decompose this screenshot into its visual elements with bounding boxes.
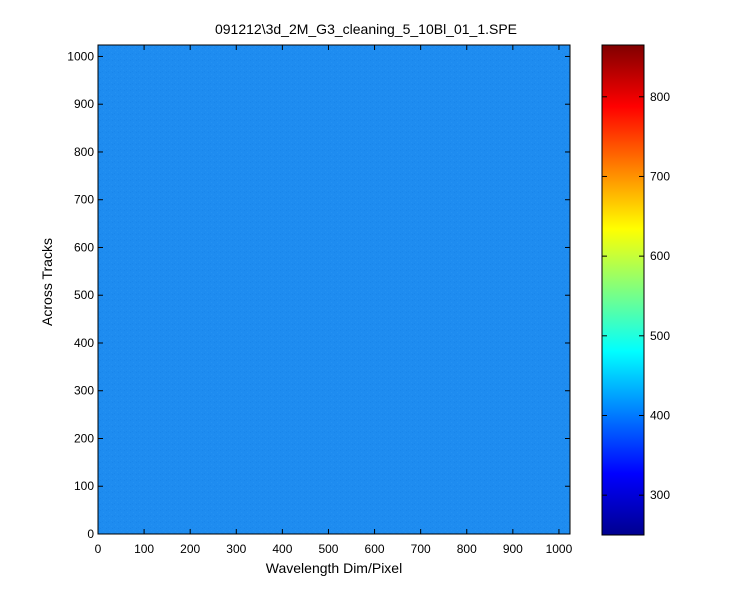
y-axis-ticks: 0 100 200 300 400 500 600 700 800 900 1000 [67,49,570,541]
x-tick-label: 1000 [546,542,573,556]
x-tick-label: 200 [180,542,200,556]
colorbar-gradient [602,45,644,535]
y-tick-label: 400 [74,336,94,350]
heatmap-noise [98,45,570,534]
y-tick-label: 0 [87,527,94,541]
y-tick-label: 1000 [67,49,94,63]
x-tick-label: 300 [226,542,246,556]
y-tick-label: 900 [74,97,94,111]
x-tick-label: 100 [134,542,154,556]
colorbar-tick-label: 800 [650,90,670,104]
colorbar-tick-label: 500 [650,329,670,343]
colorbar-tick-label: 400 [650,408,670,422]
colorbar: 300 400 500 600 700 800 [601,44,670,536]
colorbar-ticks: 300 400 500 600 700 800 [602,90,670,502]
x-axis-ticks: 0 100 200 300 400 500 600 700 800 900 1000 [95,45,573,556]
plot-area [97,44,571,535]
y-axis-label: Across Tracks [39,238,55,326]
plot-frame [97,44,571,535]
colorbar-tick-label: 600 [650,249,670,263]
colorbar-frame [601,44,645,536]
x-tick-label: 0 [95,542,102,556]
y-tick-label: 100 [74,479,94,493]
y-tick-label: 600 [74,240,94,254]
x-tick-label: 600 [365,542,385,556]
y-tick-label: 200 [74,431,94,445]
x-tick-label: 800 [457,542,477,556]
y-tick-label: 700 [74,193,94,207]
x-tick-label: 500 [318,542,338,556]
x-tick-label: 400 [272,542,292,556]
y-tick-label: 300 [74,384,94,398]
chart-title: 091212\3d_2M_G3_cleaning_5_10Bl_01_1.SPE [215,21,517,37]
x-axis-label: Wavelength Dim/Pixel [266,560,402,576]
x-tick-label: 900 [503,542,523,556]
colorbar-tick-label: 300 [650,488,670,502]
y-tick-label: 800 [74,145,94,159]
colorbar-tick-label: 700 [650,169,670,183]
x-tick-label: 700 [411,542,431,556]
y-tick-label: 500 [74,288,94,302]
